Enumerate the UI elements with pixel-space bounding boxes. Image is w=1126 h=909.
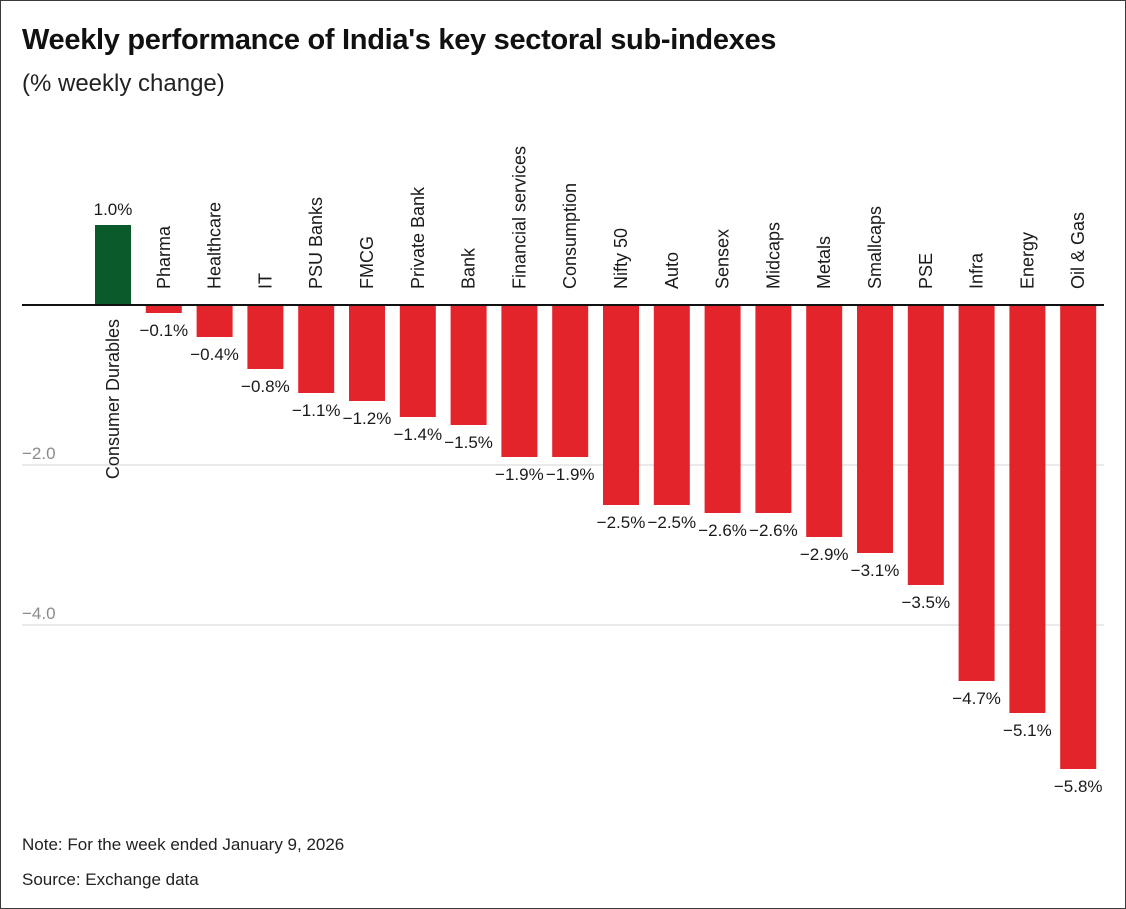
bar bbox=[145, 305, 182, 313]
category-label: Consumption bbox=[560, 183, 580, 289]
data-label: −1.5% bbox=[444, 433, 493, 452]
category-label: FMCG bbox=[357, 236, 377, 289]
category-label: PSE bbox=[916, 253, 936, 289]
bar bbox=[501, 305, 538, 457]
category-label: Consumer Durables bbox=[103, 319, 123, 479]
data-label: −2.9% bbox=[800, 545, 849, 564]
bar bbox=[247, 305, 284, 369]
data-label: −1.9% bbox=[495, 465, 544, 484]
bar bbox=[653, 305, 690, 505]
bar bbox=[1060, 305, 1097, 769]
category-label: Bank bbox=[459, 247, 479, 289]
data-label: −1.1% bbox=[292, 401, 341, 420]
bar bbox=[1009, 305, 1046, 713]
bar bbox=[603, 305, 639, 505]
bar bbox=[907, 305, 944, 585]
category-label: Sensex bbox=[713, 229, 733, 289]
category-label: Infra bbox=[967, 252, 987, 289]
bar bbox=[196, 305, 233, 337]
bar bbox=[704, 305, 741, 513]
data-label: −0.4% bbox=[190, 345, 239, 364]
chart-title: Weekly performance of India's key sector… bbox=[22, 24, 777, 56]
category-label: Nifty 50 bbox=[611, 228, 631, 289]
bar bbox=[958, 305, 995, 681]
category-label: Private Bank bbox=[408, 186, 428, 289]
data-label: −5.1% bbox=[1003, 721, 1052, 740]
data-label: −0.8% bbox=[241, 377, 290, 396]
data-label: −1.2% bbox=[343, 409, 392, 428]
chart-source: Source: Exchange data bbox=[22, 870, 199, 889]
data-label: −1.4% bbox=[393, 425, 442, 444]
category-label: Midcaps bbox=[763, 222, 783, 289]
data-label: −2.5% bbox=[647, 513, 696, 532]
data-label: 1.0% bbox=[94, 200, 133, 219]
data-label: −2.5% bbox=[597, 513, 646, 532]
category-label: Auto bbox=[662, 252, 682, 289]
bar bbox=[552, 305, 589, 457]
category-label: Metals bbox=[814, 236, 834, 289]
category-label: Healthcare bbox=[205, 202, 225, 289]
data-label: −4.7% bbox=[952, 689, 1001, 708]
category-label: Energy bbox=[1017, 232, 1037, 289]
data-label: −1.9% bbox=[546, 465, 595, 484]
data-label: −3.1% bbox=[851, 561, 900, 580]
bar bbox=[298, 305, 335, 393]
bar bbox=[349, 305, 385, 401]
category-label: IT bbox=[255, 273, 275, 289]
category-label: Financial services bbox=[509, 146, 529, 289]
bar bbox=[857, 305, 893, 553]
bar bbox=[95, 225, 131, 305]
data-label: −5.8% bbox=[1054, 777, 1103, 796]
chart-subtitle: (% weekly change) bbox=[22, 70, 225, 97]
y-tick-label: −4.0 bbox=[22, 604, 56, 623]
category-label: Pharma bbox=[154, 225, 174, 289]
bar bbox=[399, 305, 436, 417]
category-label: PSU Banks bbox=[306, 197, 326, 289]
data-label: −3.5% bbox=[901, 593, 950, 612]
bar bbox=[450, 305, 487, 425]
category-label: Oil & Gas bbox=[1068, 212, 1088, 289]
data-label: −2.6% bbox=[698, 521, 747, 540]
category-label: Smallcaps bbox=[865, 206, 885, 289]
chart-note: Note: For the week ended January 9, 2026 bbox=[22, 835, 345, 854]
data-label: −0.1% bbox=[139, 321, 188, 340]
data-label: −2.6% bbox=[749, 521, 798, 540]
bar bbox=[755, 305, 792, 513]
bar bbox=[806, 305, 843, 537]
y-tick-label: −2.0 bbox=[22, 444, 56, 463]
